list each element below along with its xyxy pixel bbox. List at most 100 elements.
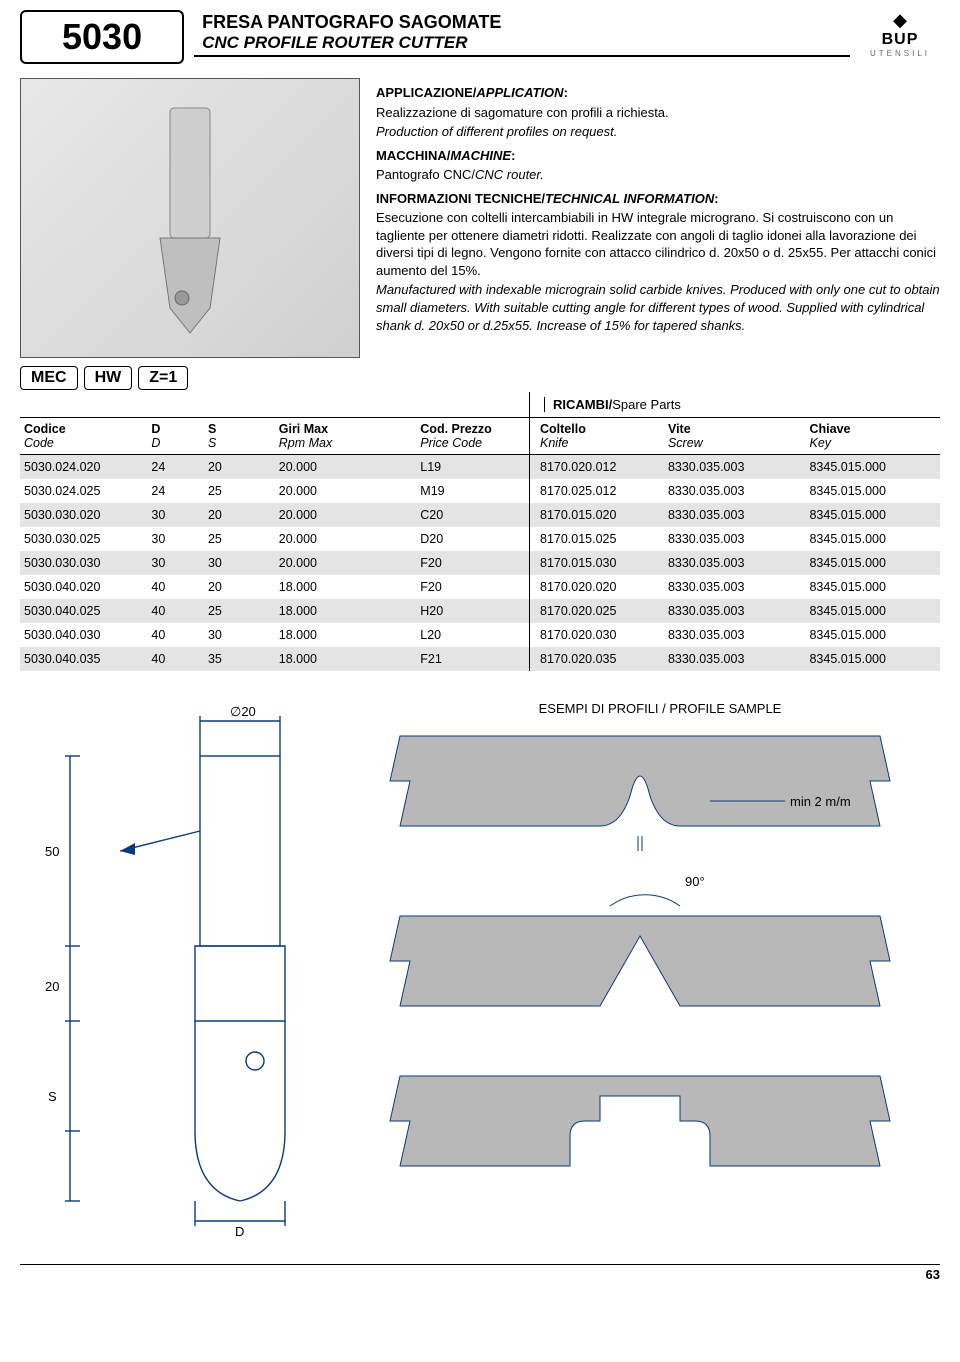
th-key: Chiave (805, 418, 940, 437)
cell-screw: 8330.035.003 (664, 503, 806, 527)
info-column: APPLICAZIONE/APPLICATION: Realizzazione … (376, 78, 940, 358)
cell-key: 8345.015.000 (805, 623, 940, 647)
logo-name: BUP (860, 31, 940, 49)
cell-rpm: 20.000 (275, 551, 417, 575)
app-h-en: APPLICATION (476, 85, 563, 100)
th-knife: Coltello (530, 418, 664, 437)
cell-knife: 8170.020.030 (530, 623, 664, 647)
th-d-en: D (147, 436, 204, 455)
svg-text:20: 20 (45, 979, 59, 994)
cell-price: M19 (416, 479, 529, 503)
cell-s: 30 (204, 623, 275, 647)
cell-d: 30 (147, 503, 204, 527)
cell-knife: 8170.020.020 (530, 575, 664, 599)
cell-screw: 8330.035.003 (664, 647, 806, 671)
cell-screw: 8330.035.003 (664, 455, 806, 480)
cell-s: 25 (204, 479, 275, 503)
table-row: 5030.040.025402518.000H208170.020.025833… (20, 599, 940, 623)
ricambi-it: RICAMBI/ (553, 397, 612, 412)
cell-s: 25 (204, 527, 275, 551)
cell-screw: 8330.035.003 (664, 599, 806, 623)
cell-s: 35 (204, 647, 275, 671)
svg-text:min 2 m/m: min 2 m/m (790, 794, 851, 809)
app-it: Realizzazione di sagomature con profili … (376, 104, 940, 122)
cell-knife: 8170.015.020 (530, 503, 664, 527)
cell-key: 8345.015.000 (805, 479, 940, 503)
th-code: Codice (20, 418, 147, 437)
cell-knife: 8170.020.025 (530, 599, 664, 623)
cell-rpm: 20.000 (275, 479, 417, 503)
table-row: 5030.030.020302020.000C208170.015.020833… (20, 503, 940, 527)
cell-key: 8345.015.000 (805, 551, 940, 575)
th-code-en: Code (20, 436, 147, 455)
cell-key: 8345.015.000 (805, 503, 940, 527)
cell-d: 30 (147, 551, 204, 575)
badges-row: MEC HW Z=1 (20, 366, 940, 390)
cell-code: 5030.030.020 (20, 503, 147, 527)
table-row: 5030.040.020402018.000F208170.020.020833… (20, 575, 940, 599)
cell-price: H20 (416, 599, 529, 623)
th-rpm-en: Rpm Max (275, 436, 417, 455)
table-row: 5030.024.025242520.000M198170.025.012833… (20, 479, 940, 503)
th-knife-en: Knife (530, 436, 664, 455)
table-row: 5030.030.030303020.000F208170.015.030833… (20, 551, 940, 575)
table-row: 5030.030.025302520.000D208170.015.025833… (20, 527, 940, 551)
header: 5030 FRESA PANTOGRAFO SAGOMATE CNC PROFI… (20, 10, 940, 64)
cell-rpm: 18.000 (275, 599, 417, 623)
cell-code: 5030.024.025 (20, 479, 147, 503)
cell-code: 5030.030.025 (20, 527, 147, 551)
th-price-en: Price Code (416, 436, 529, 455)
app-h-it: APPLICAZIONE/ (376, 85, 476, 100)
mac-h-it: MACCHINA/ (376, 148, 450, 163)
cell-screw: 8330.035.003 (664, 551, 806, 575)
cell-code: 5030.040.025 (20, 599, 147, 623)
cell-knife: 8170.025.012 (530, 479, 664, 503)
cell-key: 8345.015.000 (805, 455, 940, 480)
cell-code: 5030.040.020 (20, 575, 147, 599)
cell-price: L19 (416, 455, 529, 480)
th-screw-en: Screw (664, 436, 806, 455)
cell-code: 5030.040.030 (20, 623, 147, 647)
cell-rpm: 20.000 (275, 503, 417, 527)
cell-d: 40 (147, 599, 204, 623)
badge-mec: MEC (20, 366, 78, 390)
cell-d: 24 (147, 479, 204, 503)
cell-price: D20 (416, 527, 529, 551)
spec-table: RICAMBI/Spare Parts Codice D S Giri Max … (20, 392, 940, 671)
th-rpm: Giri Max (275, 418, 417, 437)
cell-s: 25 (204, 599, 275, 623)
cell-rpm: 20.000 (275, 455, 417, 480)
badge-hw: HW (84, 366, 133, 390)
cell-rpm: 18.000 (275, 647, 417, 671)
cell-key: 8345.015.000 (805, 599, 940, 623)
table-row: 5030.024.020242020.000L198170.020.012833… (20, 455, 940, 480)
cell-key: 8345.015.000 (805, 647, 940, 671)
badge-z: Z=1 (138, 366, 188, 390)
cell-knife: 8170.020.035 (530, 647, 664, 671)
cell-knife: 8170.015.025 (530, 527, 664, 551)
mac-h-en: MACHINE (450, 148, 511, 163)
th-d: D (147, 418, 204, 437)
cell-code: 5030.030.030 (20, 551, 147, 575)
profile-samples: ESEMPI DI PROFILI / PROFILE SAMPLE min 2… (380, 701, 940, 1244)
th-screw: Vite (664, 418, 806, 437)
cell-screw: 8330.035.003 (664, 623, 806, 647)
cell-knife: 8170.020.012 (530, 455, 664, 480)
th-key-en: Key (805, 436, 940, 455)
cell-code: 5030.024.020 (20, 455, 147, 480)
cell-d: 24 (147, 455, 204, 480)
cell-d: 40 (147, 647, 204, 671)
cell-s: 20 (204, 575, 275, 599)
svg-text:S: S (48, 1089, 57, 1104)
profile-title: ESEMPI DI PROFILI / PROFILE SAMPLE (380, 701, 940, 716)
diamond-icon: ◆ (860, 10, 940, 31)
product-code: 5030 (20, 10, 184, 64)
page-number: 63 (20, 1264, 940, 1282)
tech-h-it: INFORMAZIONI TECNICHE/ (376, 191, 545, 206)
cell-screw: 8330.035.003 (664, 527, 806, 551)
cell-price: F20 (416, 551, 529, 575)
title-en: CNC PROFILE ROUTER CUTTER (202, 33, 850, 53)
cell-d: 40 (147, 623, 204, 647)
cell-s: 20 (204, 455, 275, 480)
cell-price: F20 (416, 575, 529, 599)
